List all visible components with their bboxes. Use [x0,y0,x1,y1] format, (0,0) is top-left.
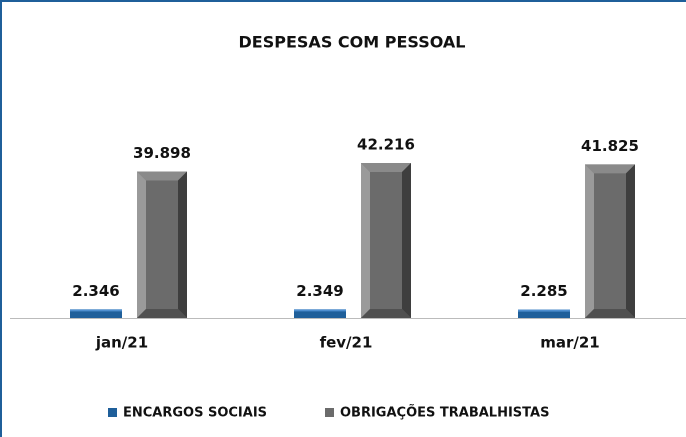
bar-highlight [518,309,570,312]
bar [294,309,346,318]
chart-title: DESPESAS COM PESSOAL [239,33,466,52]
x-tick-label: fev/21 [320,334,373,352]
bar [518,309,570,318]
data-label: 2.285 [520,282,567,300]
legend-label: ENCARGOS SOCIAIS [123,406,267,421]
bar-bevel [137,171,187,181]
bar-bevel [361,163,370,318]
bar-highlight [70,309,122,312]
legend-label: OBRIGAÇÕES TRABALHISTAS [340,405,549,421]
data-label: 41.825 [581,137,639,155]
bar-bevel [585,164,635,174]
x-tick-label: mar/21 [540,334,600,352]
data-label: 2.349 [296,282,343,300]
legend-swatch [325,408,334,417]
bar-bevel [626,164,635,318]
bar-bevel [585,309,635,318]
bar-bevel [361,163,411,172]
bar-bevel [178,171,187,318]
bar-bevel [361,309,411,318]
bar-bevel [402,163,411,318]
bar-bevel [137,171,146,318]
bar-bevel [137,309,187,318]
legend-swatch [108,408,117,417]
bar-highlight [294,309,346,312]
data-label: 39.898 [133,144,191,162]
bar [70,309,122,318]
data-label: 42.216 [357,136,415,154]
x-tick-label: jan/21 [95,334,148,352]
data-label: 2.346 [72,282,119,300]
bar-bevel [585,164,594,318]
